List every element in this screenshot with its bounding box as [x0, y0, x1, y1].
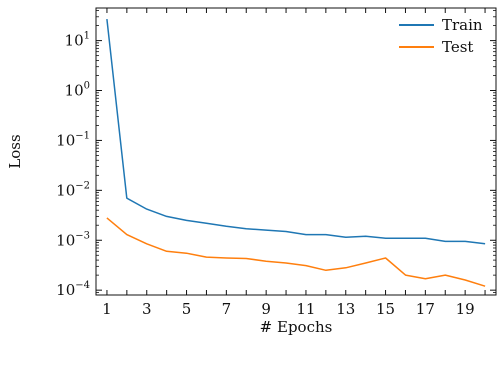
x-tick-label: 1 [102, 300, 112, 318]
x-tick-label: 7 [222, 300, 232, 318]
plot-frame [95, 7, 497, 296]
y-tick-label: 10−1 [56, 130, 90, 149]
series-line-train [106, 19, 486, 245]
x-axis-ticks: 1 3 5 7 9 11 13 15 17 19 [102, 8, 486, 318]
y-tick-label: 10−4 [56, 280, 90, 299]
x-tick-label: 9 [261, 300, 271, 318]
x-tick-label: 17 [416, 300, 435, 318]
x-tick-label: 5 [182, 300, 192, 318]
y-axis-label: Loss [6, 134, 24, 168]
series-line-test [106, 217, 486, 287]
x-tick-label: 13 [336, 300, 355, 318]
y-tick-label: 10−3 [56, 230, 90, 249]
y-tick-label: 10−2 [56, 180, 90, 199]
x-axis-label: # Epochs [260, 318, 333, 336]
y-axis-ticks: 10−4 10−3 10−2 10−1 100 101 [56, 10, 496, 299]
series-lines [106, 19, 486, 287]
x-tick-label: 3 [142, 300, 152, 318]
x-tick-label: 15 [376, 300, 395, 318]
x-tick-label: 11 [296, 300, 315, 318]
legend-label-train: Train [442, 16, 483, 34]
x-tick-label: 19 [456, 300, 475, 318]
y-tick-label: 101 [65, 31, 90, 50]
y-tick-label: 100 [65, 81, 90, 100]
legend-label-test: Test [442, 38, 473, 56]
legend: Train Test [399, 16, 483, 56]
